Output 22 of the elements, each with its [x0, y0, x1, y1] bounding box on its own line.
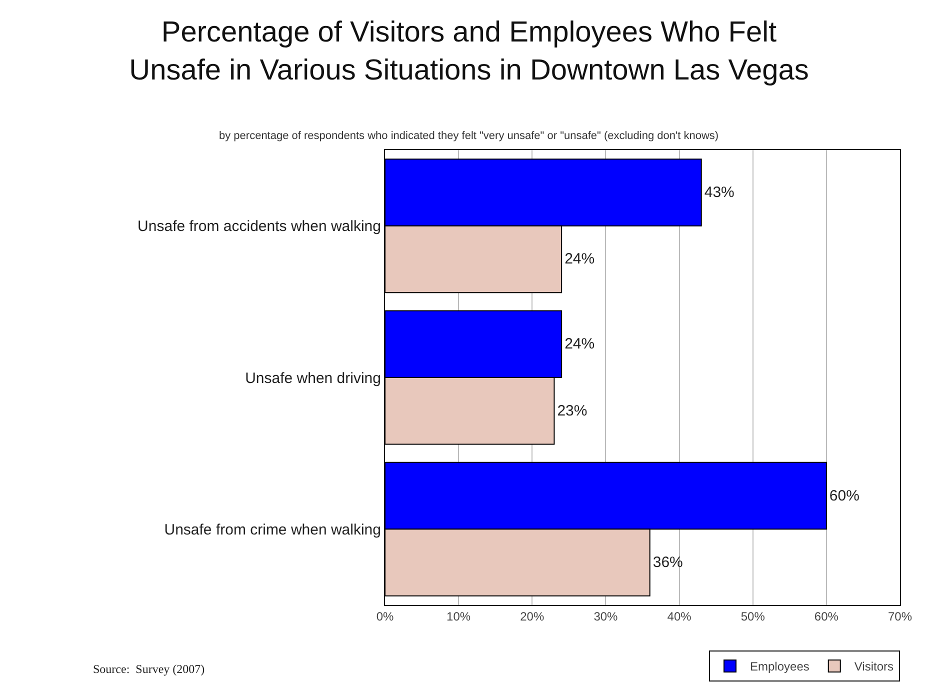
data-label: 23% [557, 402, 588, 420]
chart-title: Percentage of Visitors and Employees Who Felt Unsafe in Various Situations in Downtown Las Vegas [129, 16, 809, 86]
chart-subtitle: by percentage of respondents who indicated they felt "very unsafe" or "unsafe" (excluding don't knows) [219, 130, 719, 142]
y-tick-label: Unsafe from accidents when walking [138, 218, 381, 236]
x-tick-label: 10% [446, 609, 471, 624]
source-note: Source: Survey (2007) [93, 662, 205, 676]
x-tick-label: 20% [520, 609, 544, 624]
x-tick-label: 60% [814, 609, 839, 624]
x-tick-label: 30% [594, 609, 618, 624]
y-tick-label: Unsafe from crime when walking [164, 521, 381, 538]
data-label: 43% [704, 184, 734, 201]
legend-label: Employees [750, 660, 810, 674]
legend-label: Visitors [854, 660, 894, 674]
y-tick-label: Unsafe when driving [245, 370, 381, 387]
data-label: 60% [829, 487, 860, 504]
x-tick-label: 70% [888, 609, 912, 624]
x-tick-label: 40% [667, 609, 692, 624]
data-label: 24% [564, 250, 595, 268]
data-label: 36% [652, 554, 683, 572]
x-tick-label: 50% [740, 609, 766, 624]
x-tick-label: 0% [376, 609, 394, 624]
data-label: 24% [564, 336, 595, 353]
